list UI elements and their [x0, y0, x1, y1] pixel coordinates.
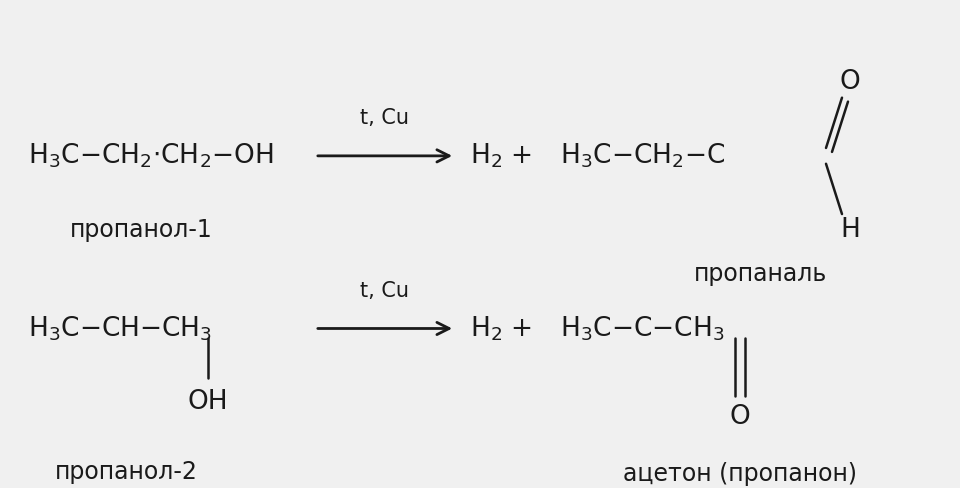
Text: H$_3$C$-$CH$-$CH$_3$: H$_3$C$-$CH$-$CH$_3$ [28, 314, 212, 343]
Text: t, Cu: t, Cu [361, 281, 410, 301]
Text: O: O [730, 404, 751, 430]
Text: O: O [840, 69, 860, 95]
Text: t, Cu: t, Cu [361, 108, 410, 128]
Text: H$_3$C$-$C$-$CH$_3$: H$_3$C$-$C$-$CH$_3$ [560, 314, 725, 343]
Text: H$_2$ +: H$_2$ + [470, 142, 532, 170]
Text: H$_3$C$-$CH$_2$$\cdot$CH$_2$$-$OH: H$_3$C$-$CH$_2$$\cdot$CH$_2$$-$OH [28, 142, 274, 170]
Text: OH: OH [188, 389, 228, 415]
Text: пропанол-2: пропанол-2 [55, 460, 198, 484]
Text: H$_2$ +: H$_2$ + [470, 314, 532, 343]
Text: пропаналь: пропаналь [693, 262, 827, 286]
Text: пропанол-1: пропанол-1 [70, 218, 213, 242]
Text: H$_3$C$-$CH$_2$$-$C: H$_3$C$-$CH$_2$$-$C [560, 142, 725, 170]
Text: H: H [840, 217, 860, 243]
Text: ацетон (пропанон): ацетон (пропанон) [623, 463, 857, 487]
